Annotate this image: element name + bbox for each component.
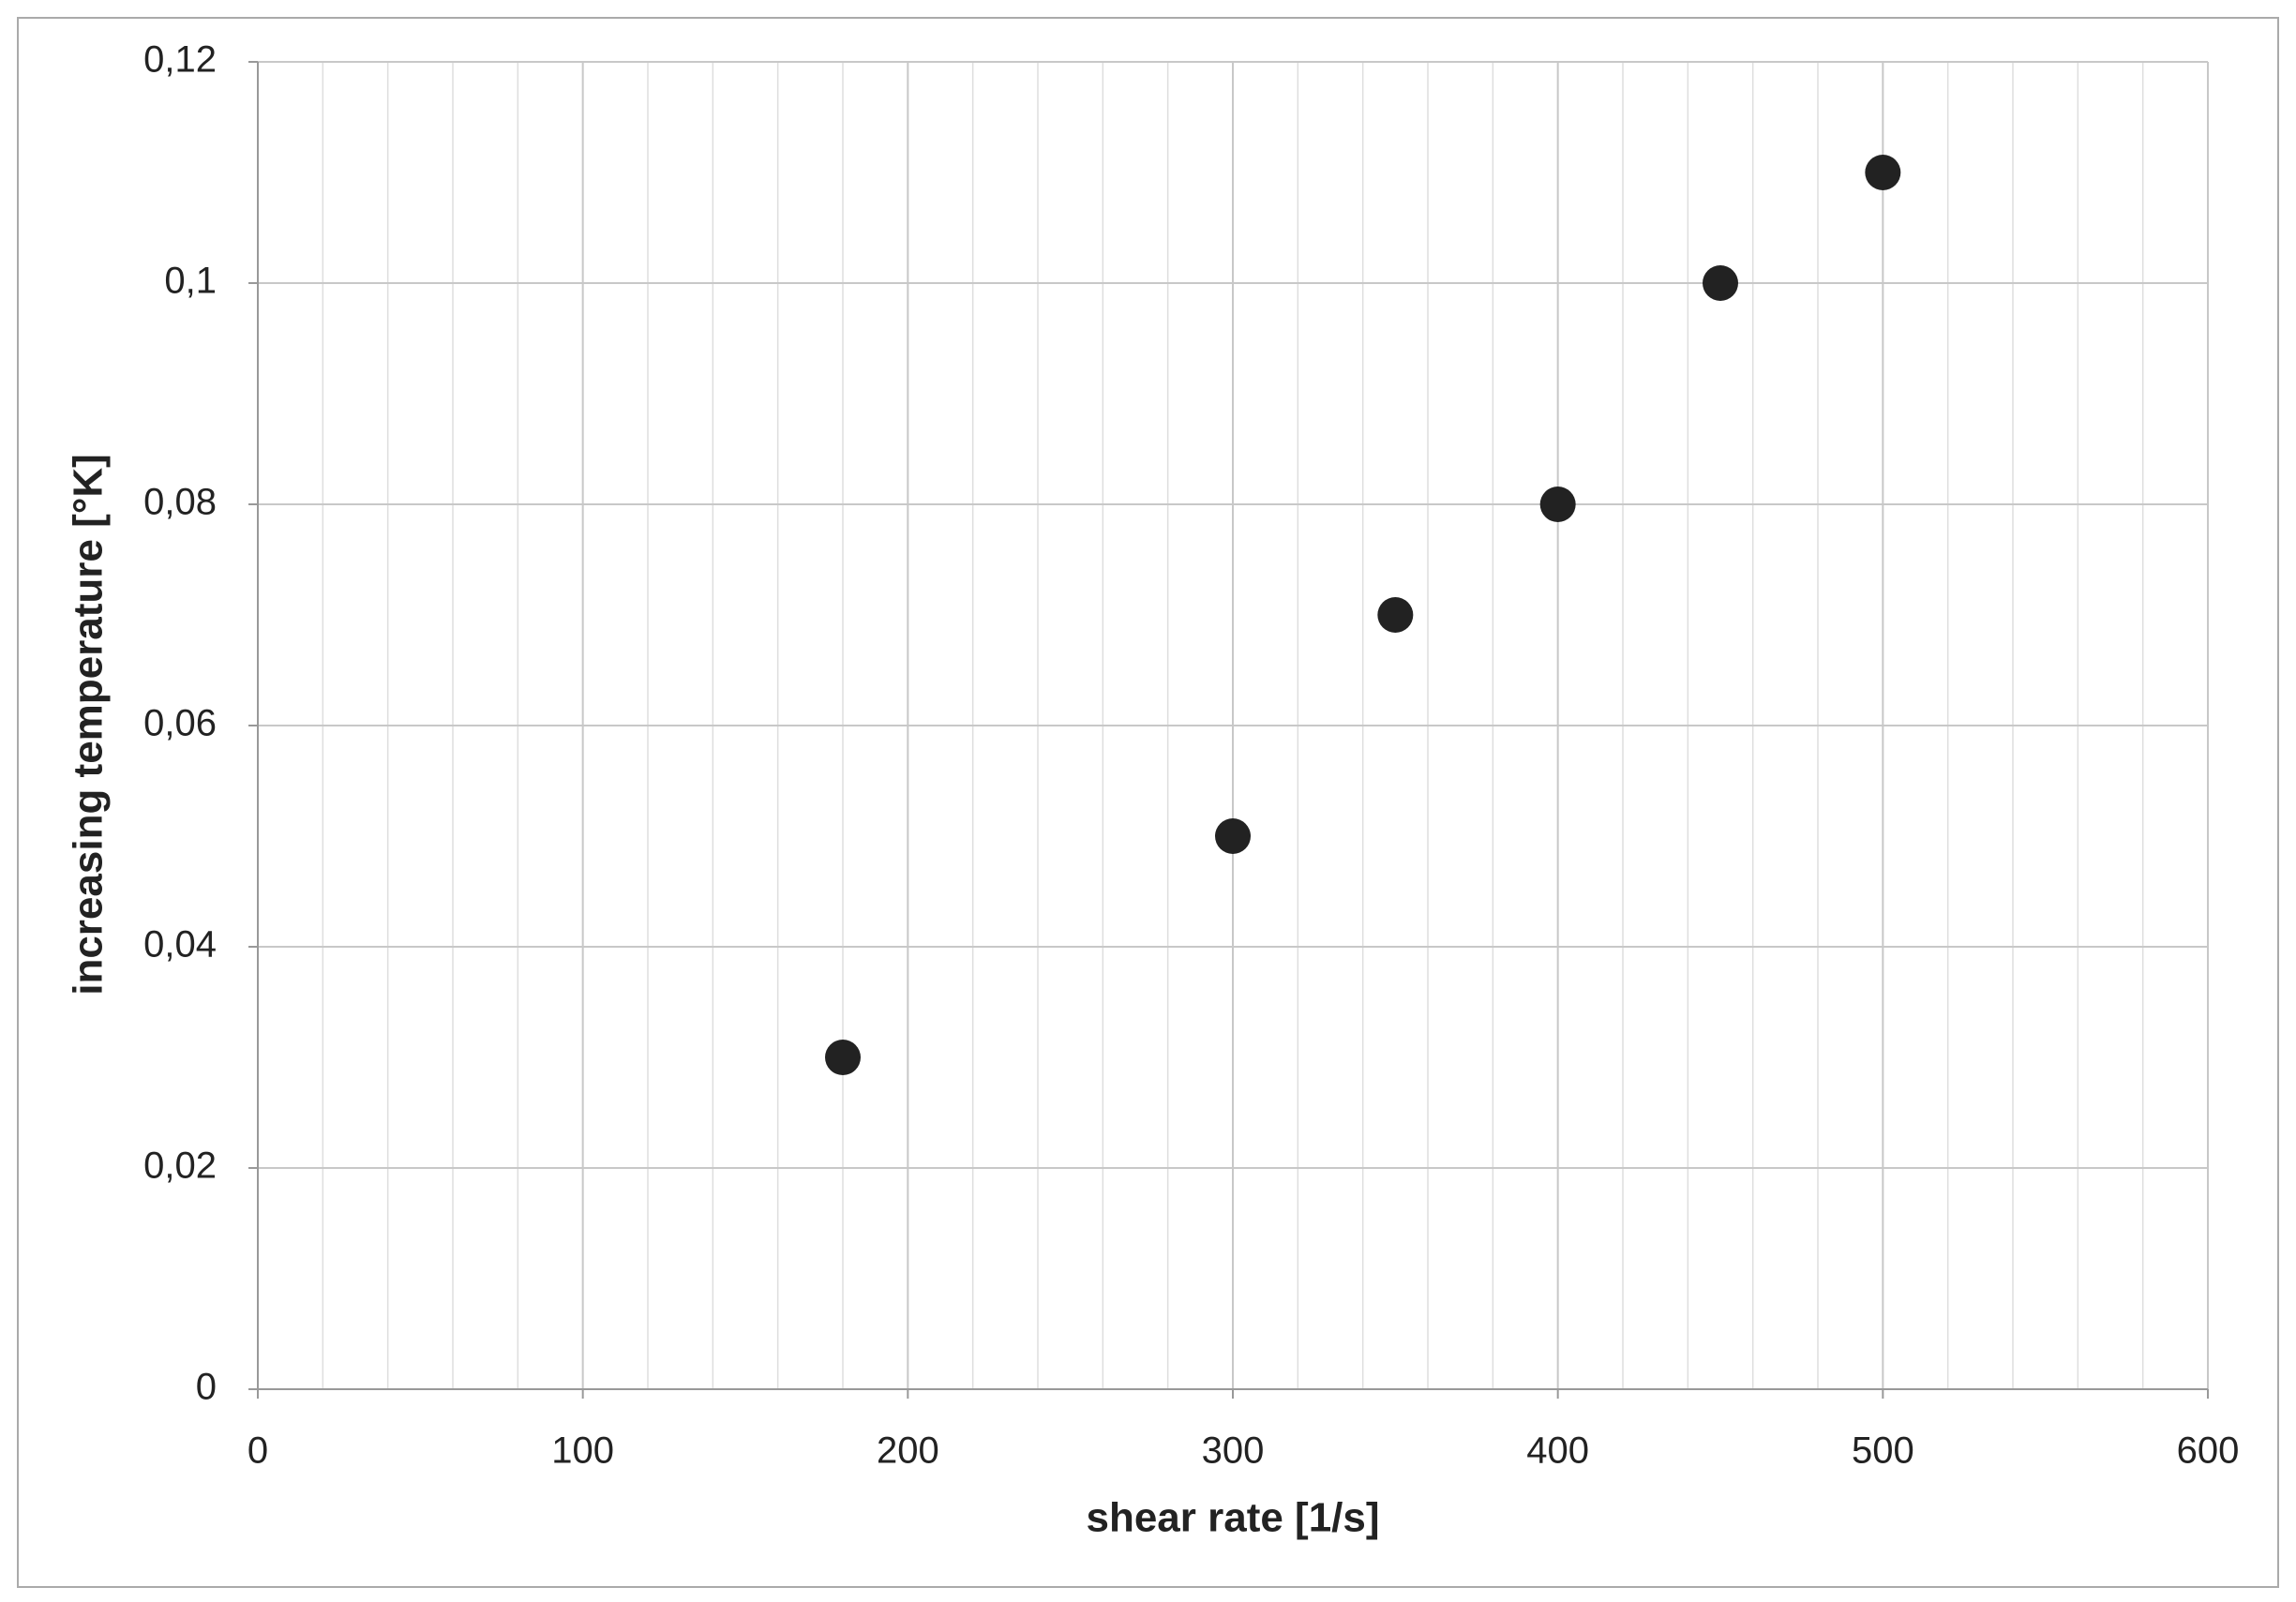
x-tick-label: 500 (1852, 1430, 1914, 1472)
x-tick-label: 300 (1202, 1430, 1265, 1472)
y-tick-label: 0,04 (143, 924, 217, 966)
point (1703, 265, 1738, 301)
y-tick-label: 0,12 (143, 39, 217, 81)
x-axis-title: shear rate [1/s] (1086, 1495, 1379, 1541)
y-tick-label: 0,06 (143, 703, 217, 744)
x-tick-label: 400 (1526, 1430, 1589, 1472)
point (1539, 487, 1576, 522)
y-tick-label: 0,1 (164, 261, 217, 302)
point (1215, 818, 1251, 854)
chart-border (17, 17, 2279, 1588)
y-tick-label: 0 (196, 1367, 217, 1408)
x-tick-label: 100 (551, 1430, 614, 1472)
point (1377, 597, 1414, 633)
y-tick-label: 0,02 (143, 1145, 217, 1187)
point (1865, 155, 1901, 190)
point (825, 1040, 861, 1075)
x-tick-label: 0 (248, 1430, 268, 1472)
y-tick-label: 0,08 (143, 482, 217, 523)
x-tick-label: 200 (877, 1430, 939, 1472)
x-tick-label: 600 (2177, 1430, 2240, 1472)
y-axis-title: increasing temperature [°K] (66, 454, 112, 996)
